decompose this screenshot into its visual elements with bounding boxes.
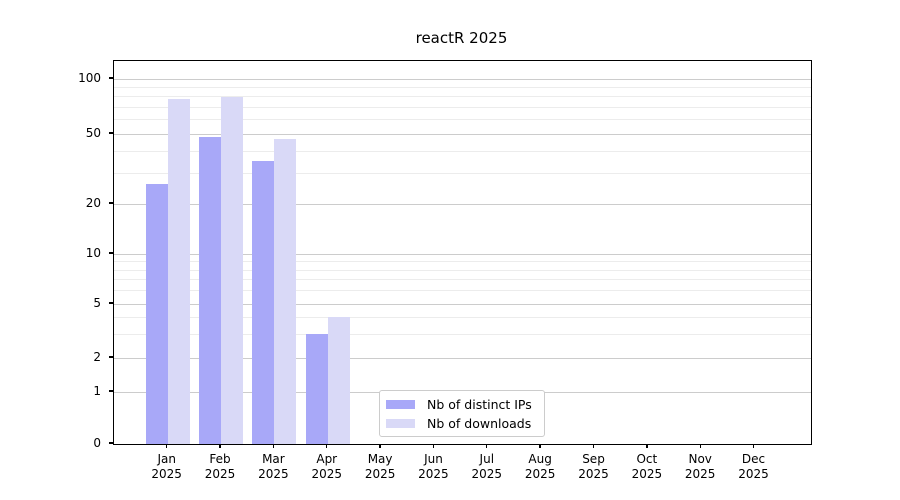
plot-area [113, 60, 812, 445]
x-tick-label: Sep 2025 [578, 452, 609, 481]
x-tick-mark [539, 444, 541, 449]
y-tick-label: 1 [93, 384, 101, 398]
y-tick-mark [109, 356, 113, 358]
y-tick-label: 10 [85, 246, 101, 260]
bar [305, 334, 328, 444]
legend-swatch-downloads [386, 418, 415, 428]
y-tick-label: 50 [85, 126, 101, 140]
x-tick-mark [592, 444, 595, 449]
x-tick-mark [379, 444, 381, 449]
bar [167, 98, 190, 444]
y-tick-mark [109, 390, 113, 392]
x-tick-label: May 2025 [364, 452, 396, 481]
y-gridline-minor [114, 96, 811, 98]
x-tick-mark [486, 444, 488, 449]
y-gridline-major [114, 357, 811, 359]
legend-swatch-distinct-ips [386, 399, 415, 409]
bar [327, 317, 350, 444]
y-gridline-major [114, 133, 811, 135]
y-gridline-minor [114, 172, 811, 174]
x-tick-mark [326, 444, 328, 449]
x-tick-mark [646, 444, 648, 449]
y-gridline-major [114, 203, 811, 205]
y-gridline-minor [114, 106, 811, 108]
y-tick-label: 5 [93, 296, 101, 310]
x-tick-mark [432, 444, 435, 449]
bar [252, 161, 275, 444]
y-gridline-minor [114, 119, 811, 121]
x-tick-label: Mar 2025 [258, 452, 289, 481]
y-tick-mark [109, 302, 113, 304]
y-tick-mark [109, 252, 113, 254]
bar [274, 138, 297, 444]
x-tick-label: Apr 2025 [311, 452, 343, 481]
y-gridline-minor [114, 333, 811, 335]
y-gridline-minor [114, 86, 811, 88]
y-tick-label: 20 [85, 196, 101, 210]
y-gridline-minor [114, 261, 811, 263]
legend-label-distinct-ips: Nb of distinct IPs [427, 396, 532, 412]
x-tick-mark [752, 444, 755, 449]
y-gridline-minor [114, 290, 811, 292]
y-tick-label: 2 [93, 350, 101, 364]
x-tick-label: Nov 2025 [684, 452, 716, 481]
y-tick-mark [109, 202, 113, 204]
chart-title: reactR 2025 [415, 29, 508, 47]
y-tick-mark [109, 442, 113, 444]
legend: Nb of distinct IPs Nb of downloads [379, 390, 545, 437]
y-tick-label: 100 [78, 71, 101, 85]
x-tick-label: Jan 2025 [151, 452, 182, 481]
legend-entry: Nb of downloads [386, 416, 536, 431]
y-gridline-major [114, 78, 811, 80]
x-tick-mark [272, 444, 275, 449]
y-tick-mark [109, 77, 113, 79]
y-gridline-minor [114, 279, 811, 281]
y-gridline-minor [114, 316, 811, 318]
y-gridline-minor [114, 269, 811, 271]
y-tick-label: 0 [93, 436, 101, 450]
y-gridline-major [114, 303, 811, 305]
x-tick-mark [699, 444, 701, 449]
y-gridline-major [114, 253, 811, 255]
x-tick-label: Oct 2025 [631, 452, 663, 481]
x-tick-label: Feb 2025 [204, 452, 236, 481]
y-tick-mark [109, 132, 113, 134]
x-tick-label: Jun 2025 [418, 452, 449, 481]
x-tick-label: Jul 2025 [471, 452, 503, 481]
y-gridline-minor [114, 150, 811, 152]
bar [199, 137, 222, 444]
x-tick-label: Aug 2025 [524, 452, 556, 481]
x-tick-label: Dec 2025 [738, 452, 769, 481]
legend-label-downloads: Nb of downloads [427, 415, 532, 431]
bar [145, 183, 168, 444]
legend-entry: Nb of distinct IPs [386, 397, 536, 412]
x-tick-mark [219, 444, 221, 449]
x-tick-mark [166, 444, 168, 449]
bar [221, 96, 244, 444]
